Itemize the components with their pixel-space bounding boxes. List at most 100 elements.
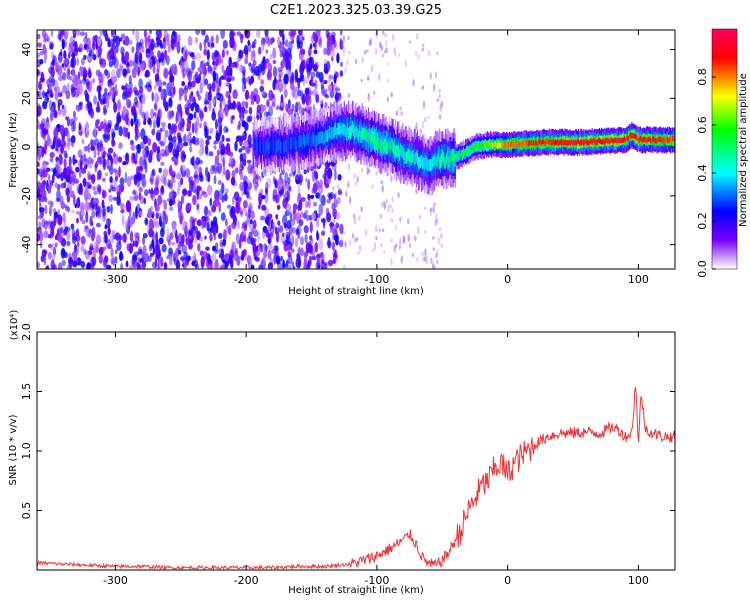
heatmap-noise-cell — [252, 50, 255, 58]
heatmap-noise-cell — [176, 41, 181, 54]
heatmap-noise-cell — [313, 170, 318, 179]
heatmap-noise-cell — [138, 78, 143, 89]
heatmap-noise-cell — [170, 241, 176, 246]
heatmap-ridge-cell — [266, 141, 268, 153]
heatmap-noise-cell — [238, 148, 243, 153]
heatmap-sparse-cell — [342, 35, 346, 43]
heatmap-noise-cell — [334, 169, 337, 181]
heatmap-noise-cell — [238, 238, 242, 250]
heatmap-ridge-cell — [578, 138, 580, 145]
heatmap-noise-cell — [278, 225, 284, 233]
heatmap-noise-cell — [291, 248, 295, 253]
heatmap-noise-cell — [293, 30, 297, 36]
heatmap-noise-cell — [49, 106, 54, 112]
heatmap-ridge-cell — [376, 138, 378, 151]
heatmap-noise-cell — [134, 133, 139, 141]
heatmap-noise-cell — [204, 126, 210, 136]
heatmap-ridge-cell — [317, 132, 319, 145]
heatmap-noise-cell — [339, 39, 344, 51]
heatmap-noise-cell — [245, 146, 251, 154]
heatmap-ridge-cell — [253, 137, 255, 150]
heatmap-noise-cell — [107, 147, 114, 154]
heatmap-noise-cell — [88, 228, 93, 234]
heatmap-noise-cell — [299, 47, 304, 56]
heatmap-noise-cell — [37, 33, 41, 40]
heatmap-ridge-cell — [637, 136, 639, 143]
heatmap-ridge-cell — [514, 142, 516, 148]
heatmap-ridge-cell — [492, 142, 494, 149]
heatmap-ridge-cell — [544, 140, 546, 147]
heatmap-ridge-cell — [378, 137, 380, 149]
heatmap-ridge-cell — [332, 127, 334, 139]
heatmap-noise-cell — [272, 47, 277, 59]
heatmap-sparse-cell — [403, 236, 406, 243]
heatmap-noise-cell — [71, 52, 75, 58]
heatmap-ridge-cell — [365, 129, 367, 142]
heatmap-noise-cell — [169, 74, 175, 83]
heatmap-noise-cell — [187, 255, 191, 262]
heatmap-noise-cell — [251, 63, 256, 73]
heatmap-noise-cell — [194, 164, 199, 172]
heatmap-noise-cell — [131, 67, 137, 79]
y-tick-label: 0 — [20, 144, 33, 151]
heatmap-noise-cell — [61, 63, 65, 68]
heatmap-noise-cell — [226, 204, 232, 209]
heatmap-ridge-cell — [655, 138, 657, 144]
heatmap-ridge-cell — [297, 135, 299, 148]
heatmap-ridge-cell — [393, 144, 396, 157]
heatmap-noise-cell — [66, 195, 71, 203]
heatmap-noise-cell — [102, 177, 106, 182]
heatmap-noise-cell — [192, 218, 196, 231]
heatmap-noise-cell — [203, 121, 207, 129]
heatmap-sparse-cell — [432, 236, 435, 240]
heatmap-noise-cell — [156, 145, 161, 154]
heatmap-noise-cell — [250, 264, 255, 269]
heatmap-noise-cell — [143, 30, 147, 39]
heatmap-ridge-cell — [500, 142, 502, 149]
heatmap-noise-cell — [222, 108, 226, 114]
heatmap-noise-cell — [84, 186, 89, 194]
heatmap-ridge-cell — [445, 156, 447, 169]
top-x-axis: -300 -200 -100 0 100 — [103, 30, 649, 286]
heatmap-noise-cell — [309, 90, 314, 95]
heatmap-sparse-cell — [371, 64, 374, 73]
heatmap-noise-cell — [96, 170, 100, 181]
heatmap-noise-cell — [169, 127, 173, 137]
heatmap-noise-cell — [51, 51, 54, 60]
heatmap-sparse-cell — [421, 48, 424, 52]
heatmap-ridge-cell — [672, 135, 674, 142]
heatmap-noise-cell — [168, 111, 174, 119]
heatmap-noise-cell — [78, 79, 83, 86]
heatmap-noise-cell — [175, 248, 180, 260]
heatmap-noise-cell — [249, 256, 252, 266]
x-tick-label: -300 — [103, 574, 128, 587]
heatmap-ridge-cell — [660, 136, 662, 143]
heatmap-noise-cell — [181, 244, 187, 254]
heatmap-noise-cell — [83, 146, 89, 152]
heatmap-ridge-cell — [337, 122, 339, 135]
heatmap-ridge-cell — [377, 133, 379, 145]
heatmap-ridge-cell — [437, 149, 439, 162]
heatmap-noise-cell — [289, 75, 294, 86]
heatmap-noise-cell — [298, 255, 302, 268]
heatmap-sparse-cell — [368, 39, 371, 47]
heatmap-noise-cell — [110, 69, 116, 81]
heatmap-noise-cell — [42, 101, 48, 110]
heatmap-noise-cell — [257, 245, 261, 254]
heatmap-ridge-cell — [270, 140, 272, 153]
heatmap-sparse-cell — [331, 213, 334, 217]
heatmap-noise-cell — [242, 221, 247, 229]
heatmap-noise-cell — [148, 189, 152, 194]
heatmap-noise-cell — [166, 227, 170, 238]
heatmap-noise-cell — [142, 173, 146, 179]
heatmap-sparse-cell — [358, 215, 361, 221]
top-x-axis-label: Height of straight line (km) — [288, 286, 424, 297]
heatmap-noise-cell — [96, 85, 101, 93]
heatmap-ridge-cell — [308, 133, 310, 146]
heatmap-noise-cell — [153, 119, 156, 131]
heatmap-noise-cell — [129, 59, 134, 67]
heatmap-noise-cell — [156, 116, 161, 128]
heatmap-ridge-cell — [561, 140, 563, 146]
heatmap-noise-cell — [97, 53, 102, 59]
